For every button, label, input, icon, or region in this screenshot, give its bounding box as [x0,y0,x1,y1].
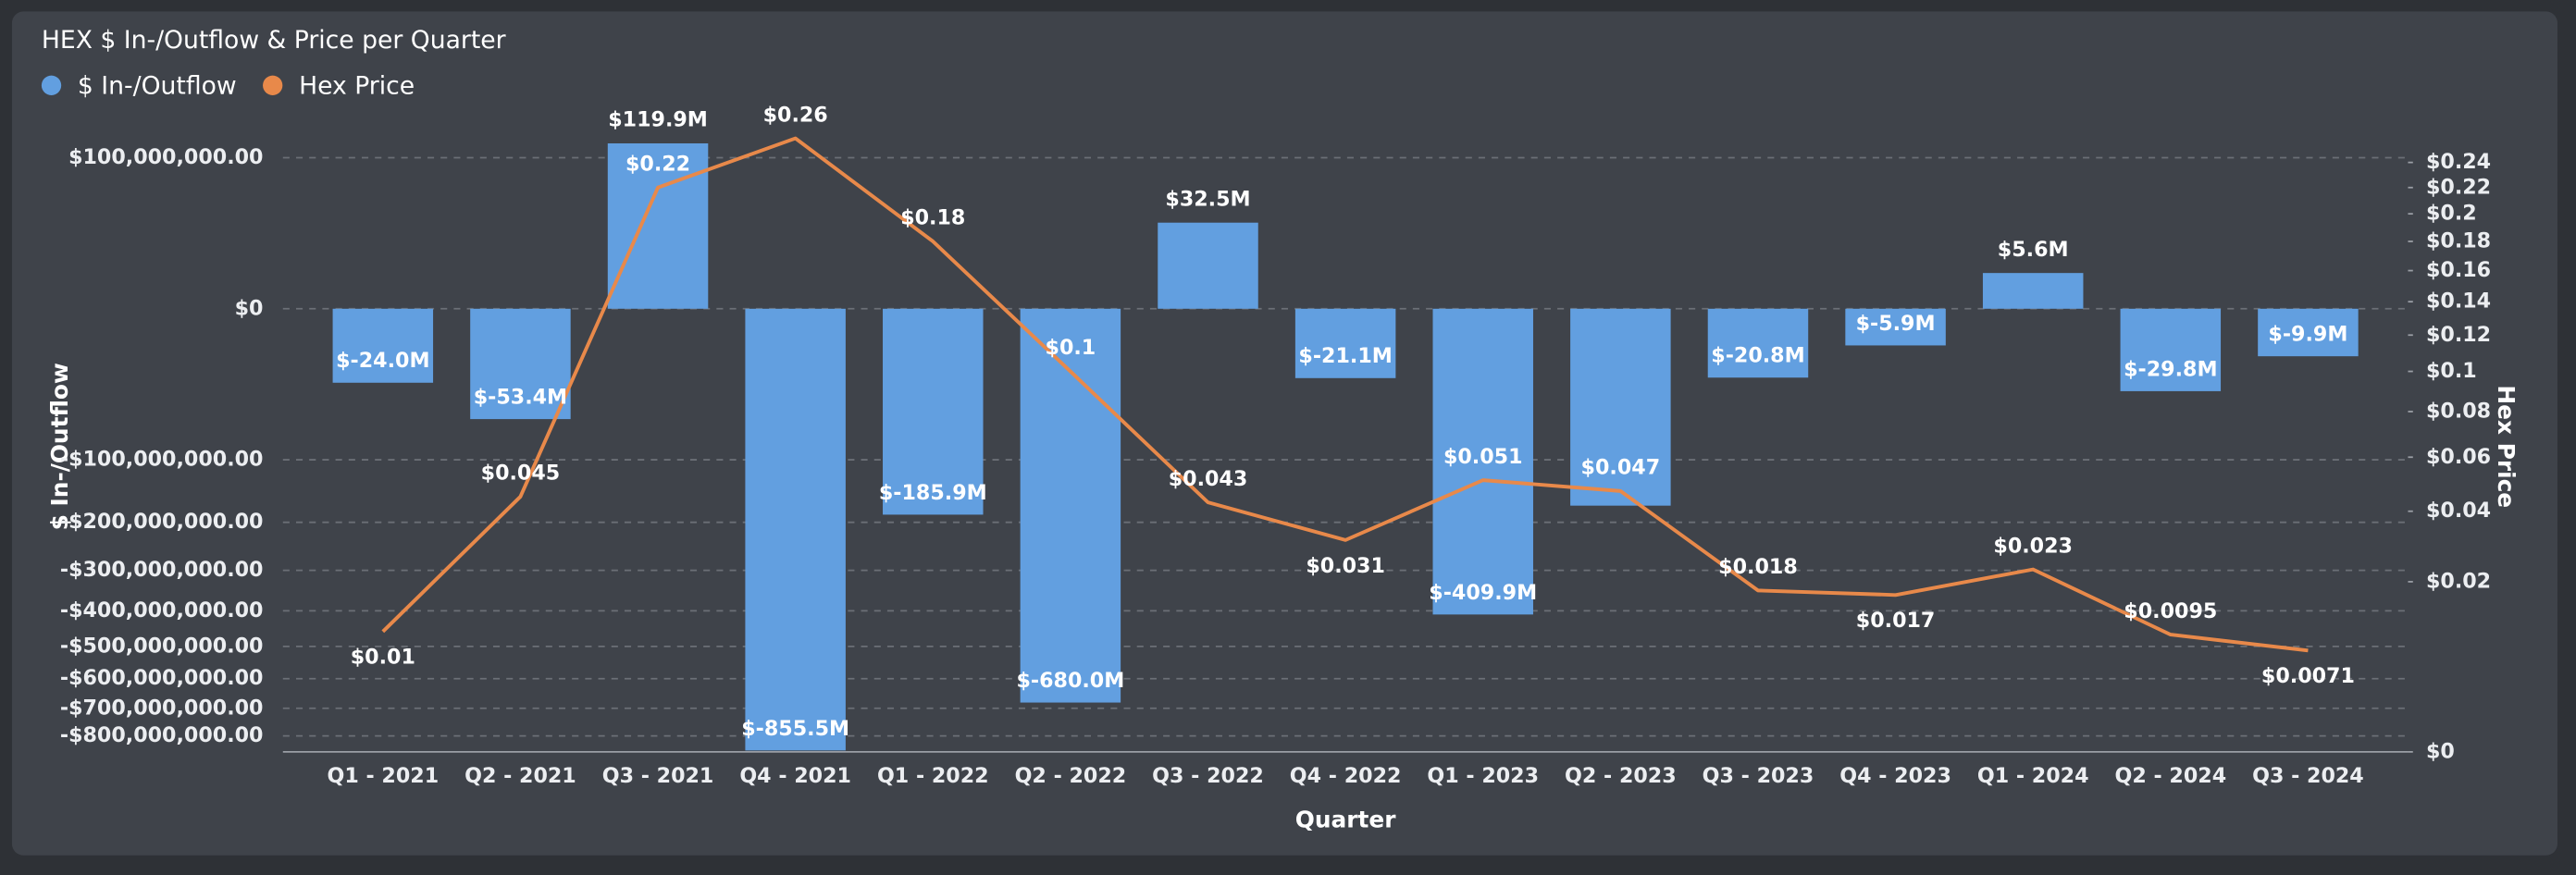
x-axis-title: Quarter [1295,806,1396,832]
bar [332,308,434,383]
y-tick-label: -$500,000,000.00 [60,634,264,658]
bar-value-label: $119.9M [608,108,708,132]
x-tick-label: Q4 - 2022 [1290,764,1402,788]
price-line [381,136,2309,653]
line-value-label: $0.01 [351,646,415,670]
bar-value-label: $-20.8M [1711,344,1804,368]
line-value-label: $0.043 [1169,467,1248,491]
x-tick-label: Q3 - 2023 [1703,764,1814,788]
y2-tick-label: $0.1 [2426,359,2477,383]
bar [2258,308,2359,357]
line-value-label: $0.031 [1306,554,1385,578]
y-tick-label: -$100,000,000.00 [60,448,264,472]
x-tick-label: Q1 - 2024 [1977,764,2089,788]
line-value-label: $0.018 [1718,555,1798,579]
bar-value-label: $-24.0M [336,349,429,373]
line-value-label: $0.18 [900,206,965,230]
y-tick-label: -$800,000,000.00 [60,723,264,747]
line-value-label: $0.22 [625,152,690,176]
x-tick-label: Q3 - 2021 [602,764,714,788]
y2-tick-label: $0.18 [2426,228,2491,253]
bar-value-label: $32.5M [1165,187,1250,211]
y2-tick-label: $0.06 [2426,445,2491,469]
y-tick-label: -$300,000,000.00 [60,558,264,582]
bar-value-label: $-29.8M [2124,357,2217,381]
line-value-label: $0.047 [1581,456,1661,480]
x-tick-label: Q4 - 2021 [739,764,851,788]
bar-value-label: $-855.5M [741,717,849,741]
bar [745,308,846,751]
legend-swatch [263,75,283,95]
y-tick-label: -$200,000,000.00 [60,510,264,534]
bar [1294,308,1396,378]
y2-tick-label: $0.12 [2426,323,2491,347]
x-tick-label: Q3 - 2022 [1152,764,1264,788]
x-tick-label: Q2 - 2023 [1565,764,1677,788]
bar [1020,308,1121,703]
legend-swatch [41,75,62,95]
bar [470,308,571,420]
y-tick-label: -$400,000,000.00 [60,598,264,622]
bar [1982,273,2084,309]
bar-value-label: $-53.4M [474,386,567,410]
bar-value-label: $-185.9M [879,481,987,505]
y2-tick-label: $0.16 [2426,258,2491,282]
bar [2120,308,2222,391]
bar [1158,222,1258,309]
y2-tick-label: $0.24 [2426,150,2491,174]
y-tick-label: -$600,000,000.00 [60,666,264,690]
y2-tick-label: $0 [2426,739,2455,763]
y-tick-label: -$700,000,000.00 [60,696,264,720]
y2-axis-title: Hex Price [2493,385,2520,508]
x-tick-label: Q1 - 2022 [877,764,989,788]
x-tick-label: Q1 - 2023 [1427,764,1539,788]
bar [1707,308,1809,378]
x-tick-label: Q4 - 2023 [1839,764,1951,788]
bar [1845,308,1946,346]
y2-tick-label: $0.08 [2426,399,2491,423]
bar [883,308,984,515]
y-tick-label: $100,000,000.00 [68,145,263,169]
bar-value-label: $-9.9M [2268,323,2347,347]
y2-tick-label: $0.04 [2426,499,2491,523]
line-value-label: $0.045 [481,462,561,486]
x-tick-label: Q1 - 2021 [328,764,440,788]
line-value-label: $0.0095 [2124,599,2217,623]
legend-label: $ In-/Outflow [78,72,237,101]
x-tick-label: Q2 - 2022 [1015,764,1127,788]
x-tick-label: Q2 - 2021 [464,764,576,788]
y2-tick-label: $0.22 [2426,175,2491,199]
x-tick-label: Q3 - 2024 [2252,764,2364,788]
y2-tick-label: $0.2 [2426,202,2477,226]
y-tick-label: $0 [235,296,264,320]
line-value-label: $0.023 [1993,534,2073,558]
legend-label: Hex Price [299,72,415,101]
bar [607,143,709,309]
x-tick-label: Q2 - 2024 [2114,764,2226,788]
line-value-label: $0.0071 [2261,664,2355,688]
y2-tick-label: $0.14 [2426,290,2491,314]
bar-value-label: $5.6M [1998,238,2069,262]
chart-title: HEX $ In-/Outflow & Price per Quarter [42,26,506,55]
bar-value-label: $-680.0M [1016,669,1124,693]
line-value-label: $0.1 [1046,336,1096,360]
bar [1570,308,1671,506]
bar [1432,308,1533,615]
bar-value-label: $-21.1M [1298,344,1392,368]
bar-value-label: $-5.9M [1856,312,1936,336]
y-axis-title: $ In-/Outflow [46,363,73,530]
line-value-label: $0.26 [763,103,828,127]
bar-value-label: $-409.9M [1429,581,1537,605]
y2-tick-label: $0.02 [2426,569,2491,593]
line-value-label: $0.051 [1443,445,1523,469]
card [11,11,2557,856]
line-value-label: $0.017 [1856,609,1936,633]
